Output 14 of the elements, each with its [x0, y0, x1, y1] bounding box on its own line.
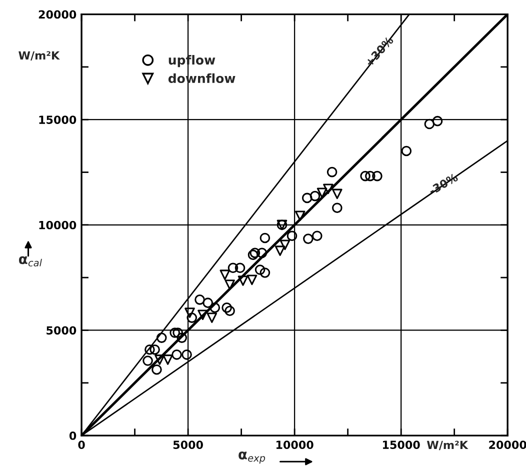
y-tick-label: 10000 [39, 220, 76, 230]
text: W/m²K [426, 440, 468, 450]
x-tick-label: 5000 [173, 440, 203, 449]
x-tick-label: 0 [78, 440, 85, 449]
x-axis-title: α$_{exp}$ [238, 452, 266, 464]
text: W/m²K [18, 51, 60, 61]
y-tick-label: 15000 [39, 116, 76, 124]
y-axis-title: α$_{cal}$ [18, 256, 42, 266]
y-tick-label: 5000 [46, 326, 76, 335]
y-tick-label: 0 [69, 432, 76, 440]
x-tick-label: 15000 [383, 440, 420, 449]
x-tick-label: 20000 [489, 440, 526, 449]
y-tick-label: 20000 [38, 10, 76, 19]
x-tick-label: 10000 [276, 440, 314, 449]
